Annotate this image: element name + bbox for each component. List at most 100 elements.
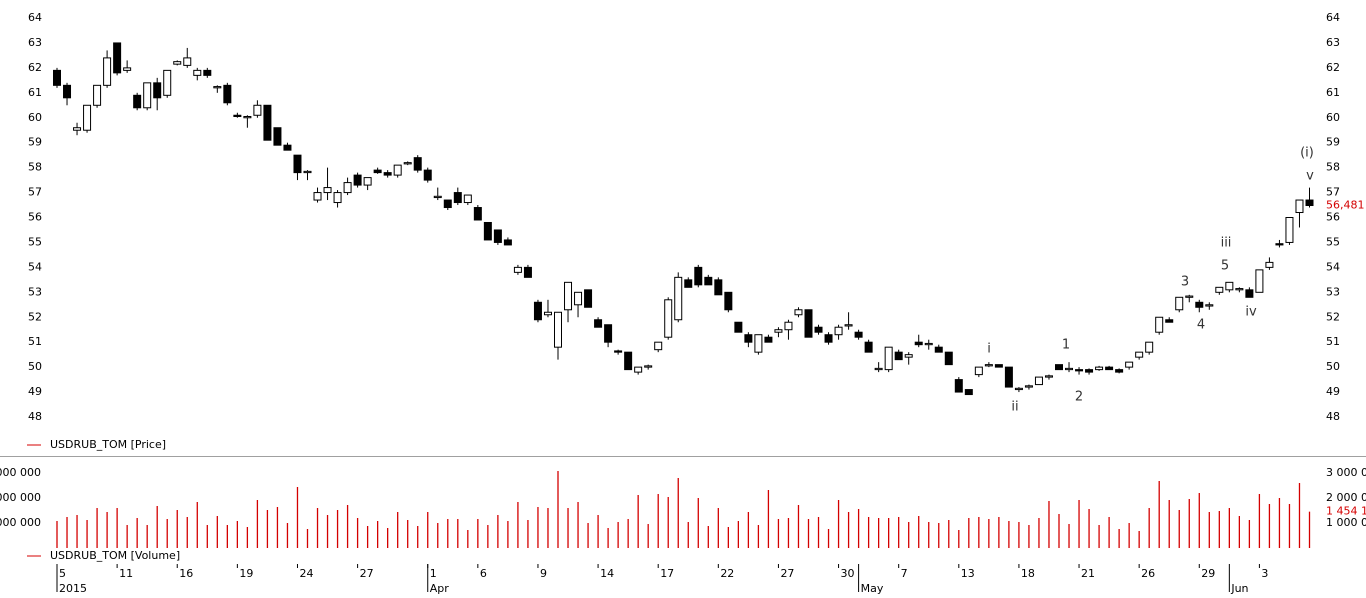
candle-body xyxy=(383,172,392,176)
candle-body xyxy=(1195,301,1204,308)
candle-body xyxy=(363,177,372,186)
candle-body xyxy=(714,279,723,296)
candle-body xyxy=(954,379,963,393)
candle-body xyxy=(614,350,623,353)
candle-body xyxy=(654,341,663,351)
x-tick-label: 26 xyxy=(1141,567,1155,580)
candle-body xyxy=(1165,319,1174,323)
candle-body xyxy=(493,229,502,243)
candle-body xyxy=(223,84,232,104)
candle-body xyxy=(894,351,903,361)
candle-body xyxy=(644,365,653,368)
y-tick-label: 61 xyxy=(1326,86,1340,99)
candle-body xyxy=(924,342,933,346)
candle-body xyxy=(113,42,122,74)
x-tick-label: 11 xyxy=(119,567,133,580)
candle-body xyxy=(1034,376,1043,386)
y-tick-label: 57 xyxy=(28,186,42,199)
candle-body xyxy=(333,192,342,204)
x-tick-label: 27 xyxy=(360,567,374,580)
candle-body xyxy=(213,86,222,89)
candle-body xyxy=(1265,261,1274,268)
candle-body xyxy=(173,61,182,65)
candle-body xyxy=(63,84,72,99)
candle-body xyxy=(1065,367,1074,371)
legend-label: USDRUB_TOM [Volume] xyxy=(50,549,180,562)
last-price-label: 56,481 xyxy=(1326,199,1365,212)
candle-body xyxy=(1275,243,1284,246)
y-tick-label: 60 xyxy=(28,111,42,124)
wave-label: 5 xyxy=(1221,259,1229,274)
candle-body xyxy=(634,366,643,373)
y-tick-label: 58 xyxy=(28,161,42,174)
x-major-label: Apr xyxy=(430,582,450,595)
x-tick-label: 13 xyxy=(961,567,975,580)
y-tick-label: 48 xyxy=(1326,410,1340,423)
candle-body xyxy=(463,194,472,204)
candle-body xyxy=(1215,286,1224,293)
candle-body xyxy=(73,127,82,131)
candle-body xyxy=(303,170,312,174)
candle-body xyxy=(1044,375,1053,378)
candle-body xyxy=(704,276,713,286)
candle-body xyxy=(453,192,462,204)
candle-body xyxy=(243,116,252,119)
wave-label: 2 xyxy=(1075,390,1083,405)
y-tick-label: 63 xyxy=(28,36,42,49)
candle-body xyxy=(864,341,873,353)
candle-body xyxy=(1285,217,1294,243)
candle-body xyxy=(684,279,693,288)
y-tick-label: 56 xyxy=(1326,211,1340,224)
candle-body xyxy=(403,162,412,165)
y-tick-label: 50 xyxy=(1326,360,1340,373)
candle-body xyxy=(133,94,142,109)
candle-body xyxy=(443,199,452,209)
candle-body xyxy=(193,69,202,76)
candle-body xyxy=(393,164,402,176)
candle-body xyxy=(1105,366,1114,371)
candle-body xyxy=(744,334,753,343)
candle-body xyxy=(263,104,272,141)
candle-body xyxy=(764,336,773,343)
y-tick-label: 1 000 000 xyxy=(0,516,41,529)
candle-body xyxy=(564,281,573,311)
candle-body xyxy=(884,346,893,371)
candle-body xyxy=(233,114,242,118)
candle-body xyxy=(1305,199,1314,207)
x-tick-label: 3 xyxy=(1261,567,1268,580)
y-tick-label: 48 xyxy=(28,410,42,423)
candle-body xyxy=(1085,369,1094,373)
candle-body xyxy=(1135,351,1144,358)
candle-body xyxy=(824,334,833,343)
y-tick-label: 55 xyxy=(1326,235,1340,248)
candle-body xyxy=(513,266,522,273)
candle-body xyxy=(413,157,422,171)
candle-body xyxy=(984,364,993,367)
candle-body xyxy=(804,309,813,338)
x-tick-label: 14 xyxy=(600,567,614,580)
candle-body xyxy=(1155,316,1164,333)
y-tick-label: 52 xyxy=(1326,310,1340,323)
candle-body xyxy=(854,331,863,338)
x-tick-label: 16 xyxy=(179,567,193,580)
wave-label: v xyxy=(1306,169,1314,184)
y-tick-label: 1 000 000 xyxy=(1326,516,1366,529)
candle-body xyxy=(373,169,382,174)
candle-body xyxy=(1205,304,1214,307)
wave-label: iii xyxy=(1221,236,1232,251)
candle-body xyxy=(1004,366,1013,388)
candle-body xyxy=(664,299,673,338)
wave-label: iv xyxy=(1245,305,1257,320)
candle-body xyxy=(543,311,552,316)
candle-body xyxy=(934,346,943,353)
x-tick-label: 30 xyxy=(841,567,855,580)
candle-body xyxy=(904,354,913,358)
y-tick-label: 64 xyxy=(1326,11,1340,24)
y-tick-label: 57 xyxy=(1326,186,1340,199)
candle-body xyxy=(1125,361,1134,368)
candle-body xyxy=(584,289,593,308)
x-tick-label: 5 xyxy=(59,567,66,580)
candle-body xyxy=(1024,385,1033,388)
candle-body xyxy=(343,182,352,194)
x-major-label: 2015 xyxy=(59,582,87,595)
